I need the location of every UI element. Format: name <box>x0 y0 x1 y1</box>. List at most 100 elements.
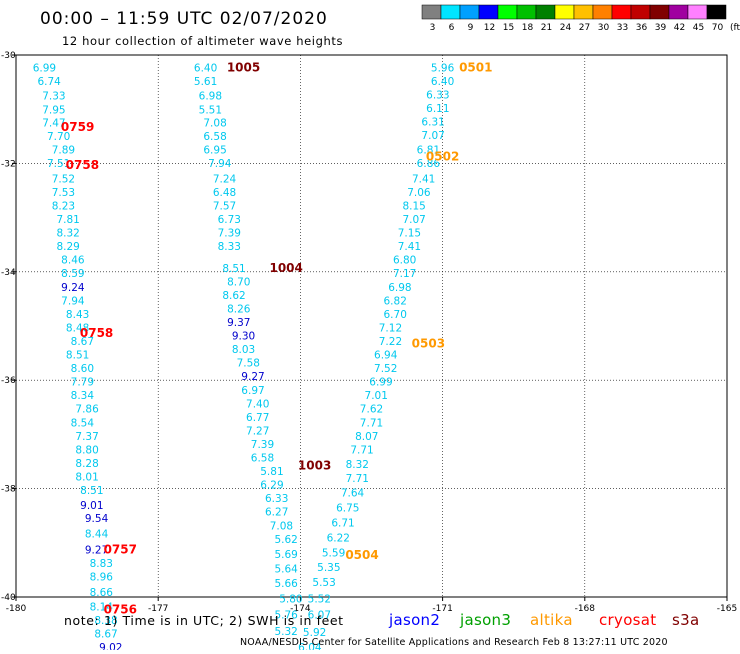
colorbar-label: 42 <box>674 23 685 33</box>
wave-height-value: 6.04 <box>298 642 322 650</box>
map-subtitle: 12 hour collection of altimeter wave hei… <box>62 34 343 48</box>
wave-height-value: 7.22 <box>379 336 402 348</box>
colorbar-swatch <box>630 4 651 20</box>
wave-height-value: 6.07 <box>308 610 331 622</box>
pass-time-label: 0758 <box>80 326 113 340</box>
wave-height-value: 8.26 <box>227 303 251 315</box>
colorbar-swatch <box>592 4 613 20</box>
colorbar-label: 3 <box>430 23 436 33</box>
wave-height-value: 8.66 <box>90 587 114 599</box>
x-tick-label: -168 <box>575 604 596 614</box>
wave-height-value: 7.07 <box>421 130 444 142</box>
wave-height-value: 7.71 <box>346 473 369 485</box>
wave-height-value: 6.98 <box>199 90 222 102</box>
wave-height-value: 8.28 <box>75 458 98 470</box>
legend-altika: altika <box>530 611 573 629</box>
y-tick-label: -30 <box>1 51 16 61</box>
wave-height-value: 5.92 <box>303 627 326 639</box>
wave-height-value: 8.70 <box>227 276 250 288</box>
colorbar-label: 24 <box>560 23 572 33</box>
wave-height-value: 7.08 <box>270 520 293 532</box>
pass-time-label: 0501 <box>459 60 492 74</box>
wave-height-value: 7.71 <box>350 444 373 456</box>
wave-height-value: 9.54 <box>85 513 109 525</box>
pass-time-label: 0757 <box>104 543 137 557</box>
wave-height-value: 6.11 <box>426 103 449 115</box>
wave-height-value: 6.80 <box>393 255 416 267</box>
colorbar-label: 15 <box>503 23 514 33</box>
colorbar-swatch <box>440 4 461 20</box>
wave-height-value: 8.54 <box>71 417 95 429</box>
wave-height-value: 5.32 <box>274 626 297 638</box>
wave-height-value: 6.74 <box>37 76 61 88</box>
colorbar-label: 21 <box>541 23 552 33</box>
x-tick-label: -171 <box>432 604 452 614</box>
wave-height-value: 6.40 <box>194 62 217 74</box>
wave-height-value: 5.66 <box>274 578 298 590</box>
pass-time-label: 0758 <box>66 158 99 172</box>
wave-height-value: 9.27 <box>85 545 108 557</box>
pass-time-label: 0504 <box>345 548 378 562</box>
wave-height-value: 8.29 <box>56 241 79 253</box>
wave-height-value: 6.97 <box>241 385 264 397</box>
y-tick-label: -38 <box>1 485 16 495</box>
y-tick-label: -36 <box>1 376 16 386</box>
wave-height-value: 8.51 <box>222 263 245 275</box>
wave-height-value: 6.33 <box>265 493 288 505</box>
pass-time-label: 0503 <box>412 337 445 351</box>
colorbar-swatch <box>421 4 442 20</box>
wave-height-value: 6.29 <box>260 480 283 492</box>
wave-height-value: 7.41 <box>412 173 435 185</box>
wave-height-value: 8.67 <box>71 336 94 348</box>
wave-height-value: 6.22 <box>327 533 350 545</box>
legend-cryosat: cryosat <box>599 611 656 629</box>
wave-height-value: 7.24 <box>213 173 237 185</box>
footnote: note: 1) Time is in UTC; 2) SWH is in fe… <box>64 613 344 628</box>
wave-height-value: 6.75 <box>336 502 359 514</box>
wave-height-value: 8.60 <box>71 363 94 375</box>
wave-height-value: 8.33 <box>218 241 241 253</box>
wave-height-value: 7.89 <box>52 145 75 157</box>
colorbar-label: 27 <box>579 23 590 33</box>
wave-observations: 6.99 6.74 7.33 7.957.477.70 7.897.51 7.52 7.53… <box>33 62 455 654</box>
wave-height-value: 7.07 <box>402 214 425 226</box>
wave-height-value: 8.80 <box>75 444 98 456</box>
colorbar-swatch <box>687 4 708 20</box>
wave-height-value: 6.82 <box>384 295 407 307</box>
wave-height-value: 8.03 <box>232 344 255 356</box>
wave-height-value: 6.70 <box>384 309 407 321</box>
wave-height-value: 7.81 <box>56 214 79 226</box>
wave-height-value: 6.99 <box>369 377 392 389</box>
colorbar-swatch <box>706 4 727 20</box>
wave-height-value: 7.51 <box>47 158 70 170</box>
wave-height-value: 7.58 <box>237 358 260 370</box>
altimeter-track-2: 6.405.616.985.517.086.586.957.947.246.48… <box>194 62 303 638</box>
wave-height-value: 7.17 <box>393 268 416 280</box>
wave-height-value: 5.59 <box>322 547 345 559</box>
wave-height-value: 7.52 <box>374 363 397 375</box>
pass-time-labels: 1005075907581004075810030757075607560501… <box>61 60 493 616</box>
colorbar-label: 33 <box>617 23 628 33</box>
wave-height-value: 9.27 <box>241 371 264 383</box>
wave-height-value: 7.40 <box>246 398 269 410</box>
wave-height-value: 5.61 <box>194 76 217 88</box>
graticule <box>16 55 727 597</box>
wave-height-value: 5.81 <box>260 466 283 478</box>
pass-time-label: 0759 <box>61 120 94 134</box>
colorbar-swatch <box>554 4 575 20</box>
pass-time-label: 0756 <box>104 602 137 616</box>
axis-ticks: -180 -177 -174 -171 -168 -165 -30 -32 -34 -36 -38 -… <box>1 51 737 614</box>
wave-height-value: 8.46 <box>61 255 85 267</box>
wave-height-value: 5.69 <box>274 549 297 561</box>
wave-height-value: 5.62 <box>274 534 297 546</box>
wave-height-value: 8.34 <box>71 390 95 402</box>
wave-height-value: 7.64 <box>341 488 365 500</box>
colorbar-label: 45 <box>693 23 704 33</box>
wave-height-value: 7.01 <box>365 390 388 402</box>
y-tick-label: -32 <box>1 159 16 169</box>
wave-height-value: 6.27 <box>265 507 288 519</box>
wave-height-value: 7.94 <box>208 158 232 170</box>
wave-height-value: 5.53 <box>312 577 335 589</box>
legend-s3a: s3a <box>672 611 699 629</box>
